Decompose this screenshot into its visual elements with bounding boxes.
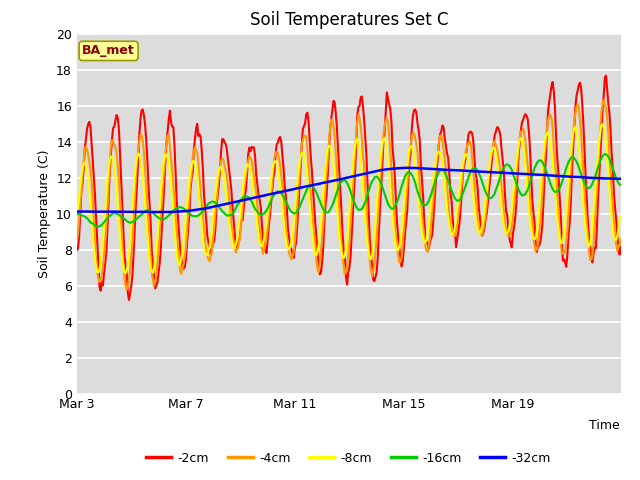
-32cm xyxy=(475,168,483,174)
-4cm xyxy=(303,145,311,151)
Line: -4cm: -4cm xyxy=(77,100,621,289)
-8cm xyxy=(474,227,481,232)
Title: Soil Temperatures Set C: Soil Temperatures Set C xyxy=(250,11,448,29)
-16cm xyxy=(303,186,311,192)
-16cm xyxy=(73,212,81,217)
-4cm xyxy=(123,287,131,292)
Line: -16cm: -16cm xyxy=(77,154,621,227)
-4cm xyxy=(404,165,412,170)
-32cm xyxy=(303,183,311,189)
-2cm xyxy=(404,176,412,182)
-32cm xyxy=(73,209,81,215)
-8cm xyxy=(73,210,81,216)
-2cm xyxy=(568,168,576,174)
-2cm xyxy=(73,247,81,253)
-8cm xyxy=(599,121,607,127)
-2cm xyxy=(243,169,251,175)
-16cm xyxy=(378,184,386,190)
Text: BA_met: BA_met xyxy=(82,44,135,58)
-32cm xyxy=(617,176,625,181)
-16cm xyxy=(474,168,481,174)
-16cm xyxy=(568,154,576,160)
-4cm xyxy=(73,239,81,244)
Legend: -2cm, -4cm, -8cm, -16cm, -32cm: -2cm, -4cm, -8cm, -16cm, -32cm xyxy=(141,447,556,469)
-32cm xyxy=(569,174,577,180)
-4cm xyxy=(378,146,386,152)
-2cm xyxy=(378,162,386,168)
-16cm xyxy=(95,224,102,229)
-2cm xyxy=(602,72,610,78)
-2cm xyxy=(617,244,625,250)
-2cm xyxy=(474,186,481,192)
-2cm xyxy=(125,297,133,303)
-32cm xyxy=(403,165,411,171)
-4cm xyxy=(617,237,625,242)
-32cm xyxy=(243,196,251,202)
-4cm xyxy=(243,164,251,170)
-4cm xyxy=(568,147,576,153)
-8cm xyxy=(404,152,412,157)
Y-axis label: Soil Temperature (C): Soil Temperature (C) xyxy=(38,149,51,278)
-4cm xyxy=(474,215,481,220)
Line: -32cm: -32cm xyxy=(77,168,621,212)
-8cm xyxy=(303,176,311,182)
-2cm xyxy=(303,110,311,116)
Line: -2cm: -2cm xyxy=(77,75,621,300)
-16cm xyxy=(617,182,625,188)
-16cm xyxy=(404,169,412,175)
-8cm xyxy=(122,270,129,276)
-32cm xyxy=(163,209,170,215)
-32cm xyxy=(378,167,386,173)
-4cm xyxy=(600,97,607,103)
Line: -8cm: -8cm xyxy=(77,124,621,273)
X-axis label: Time: Time xyxy=(589,419,620,432)
-8cm xyxy=(617,214,625,219)
-16cm xyxy=(243,194,251,200)
-32cm xyxy=(406,165,413,171)
-8cm xyxy=(378,141,386,146)
-16cm xyxy=(601,151,609,157)
-8cm xyxy=(568,138,576,144)
-8cm xyxy=(243,161,251,167)
